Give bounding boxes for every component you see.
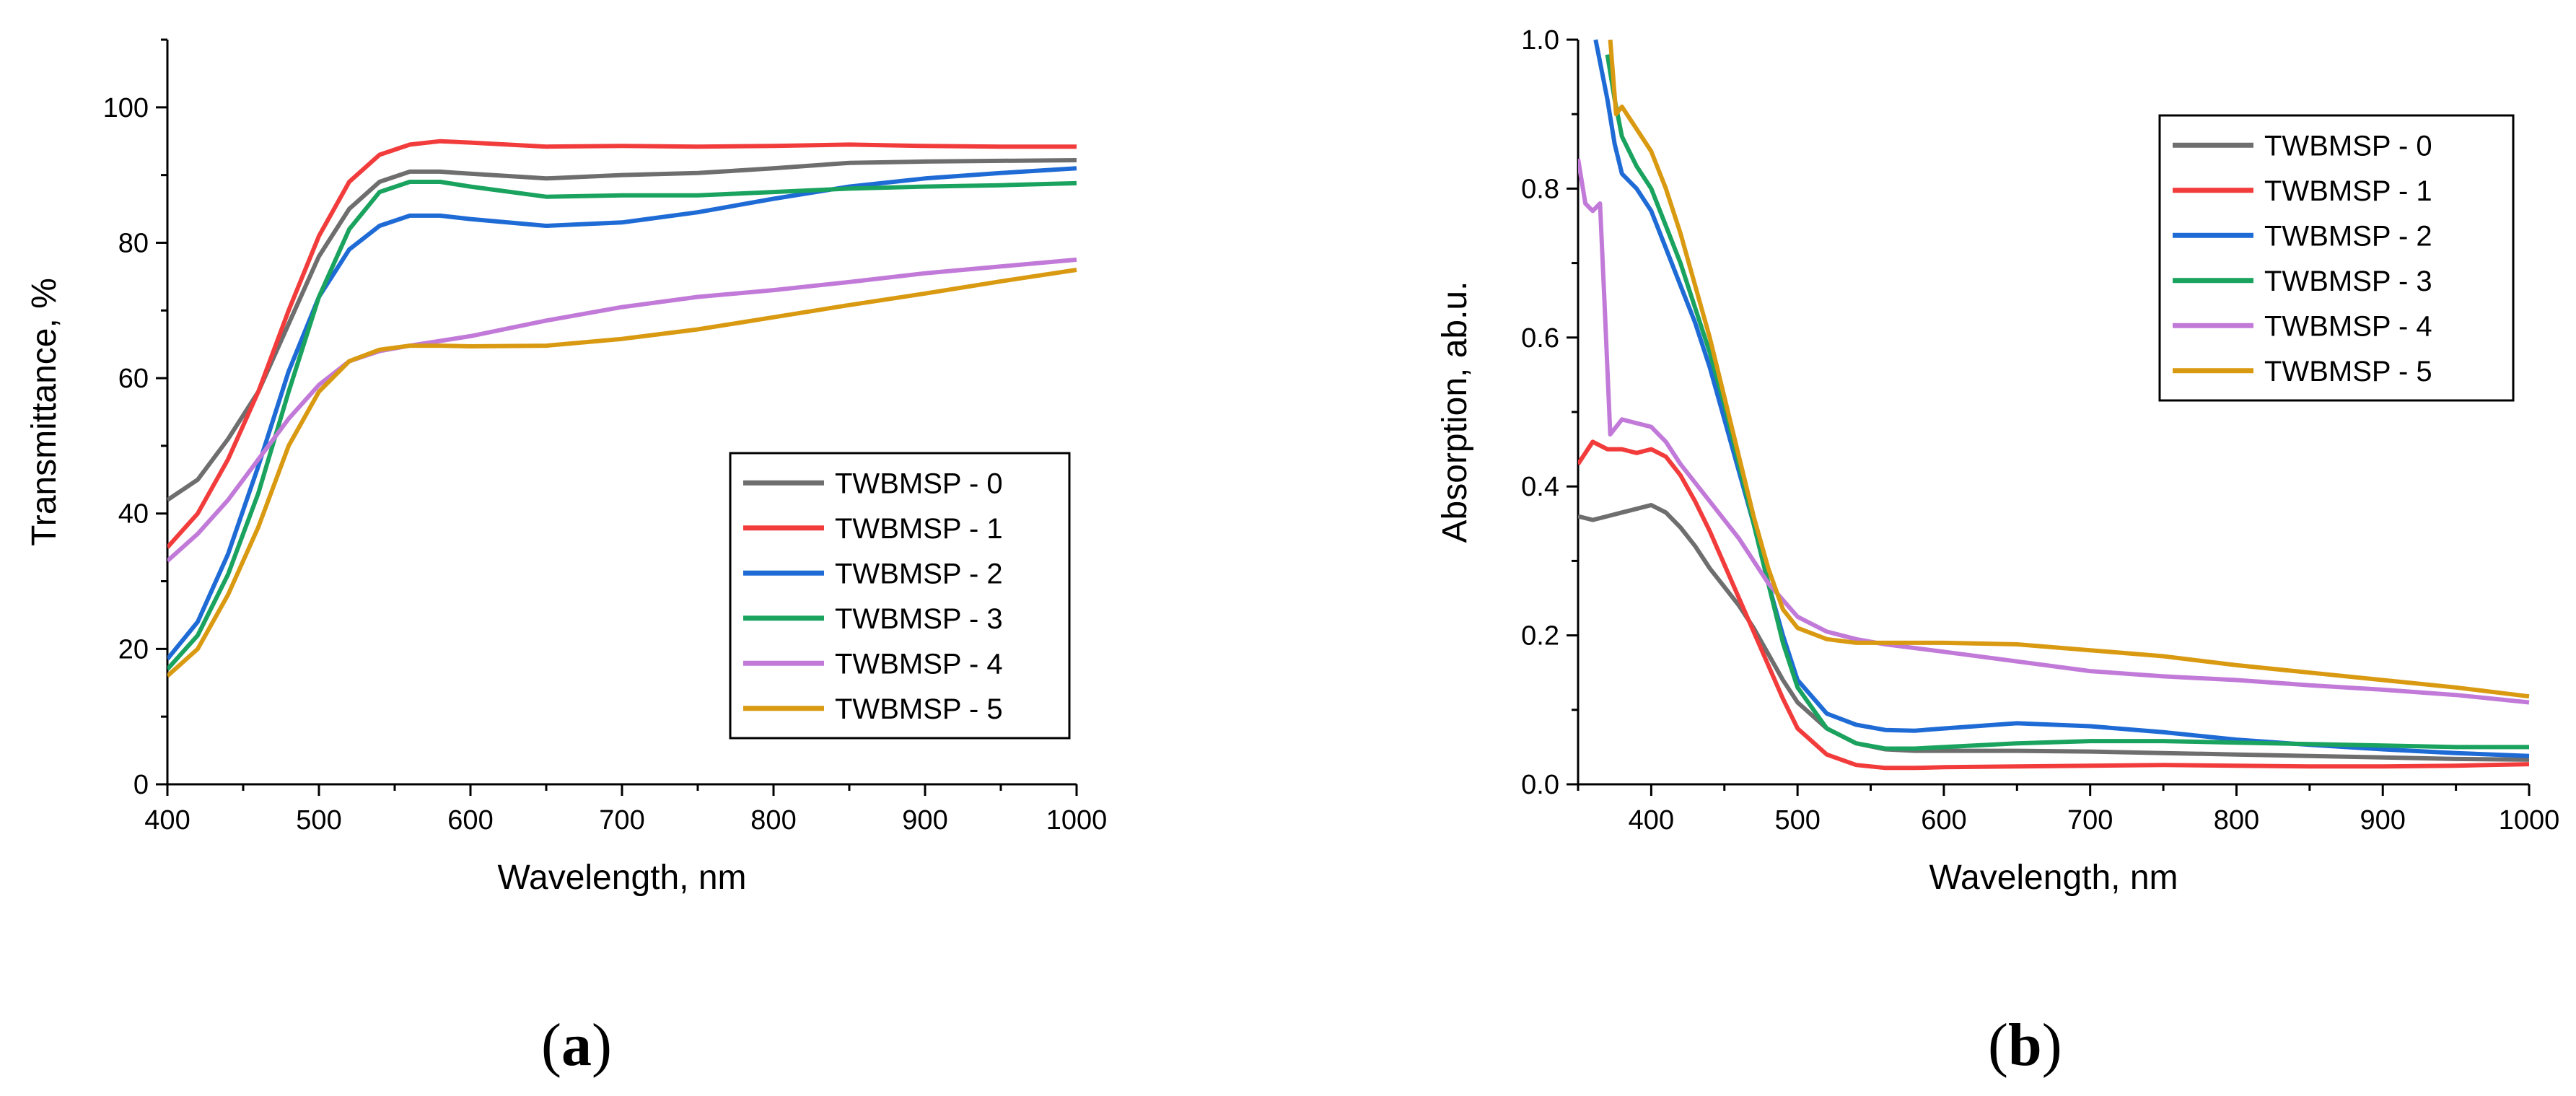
x-tick-label: 500 — [296, 805, 341, 836]
x-axis-label: Wavelength, nm — [497, 859, 746, 897]
x-tick-label: 600 — [1921, 805, 1966, 836]
y-tick-label: 60 — [118, 364, 149, 394]
y-tick-label: 100 — [103, 93, 149, 123]
legend-entry: TWBMSP - 5 — [835, 693, 1003, 725]
series-line-3 — [167, 180, 1077, 671]
series-line-4 — [1578, 158, 2530, 705]
x-tick-label: 400 — [144, 805, 190, 836]
panel-label-a: (a) — [541, 1012, 612, 1079]
series-line-0 — [1578, 503, 2530, 762]
y-tick-label: 0.0 — [1521, 770, 1559, 800]
legend-entry: TWBMSP - 4 — [2264, 310, 2432, 342]
legend-entry: TWBMSP - 1 — [2264, 175, 2432, 207]
y-tick-label: 20 — [118, 634, 149, 665]
legend-entry: TWBMSP - 2 — [835, 558, 1003, 589]
y-axis-label: Absorption, ab.u. — [1436, 281, 1474, 543]
series-line-5 — [167, 268, 1077, 678]
legend-entry: TWBMSP - 0 — [835, 468, 1003, 499]
y-tick-label: 1.0 — [1521, 25, 1559, 56]
y-tick-label: 0.6 — [1521, 323, 1559, 354]
legend-box — [2158, 114, 2515, 402]
x-tick-label: 900 — [2360, 805, 2406, 836]
y-tick-label: 0.4 — [1521, 472, 1559, 502]
legend: TWBMSP - 0 TWBMSP - 1 TWBMSP - 2 TWBMSP - 3… — [2158, 114, 2515, 402]
x-tick-label: 800 — [2214, 805, 2259, 836]
x-axis-label: Wavelength, nm — [1929, 859, 2178, 897]
legend-entry: TWBMSP - 3 — [2264, 266, 2432, 297]
panel-a-letter: a — [561, 1012, 592, 1079]
series-line-1 — [167, 139, 1077, 549]
y-tick-label: 0.2 — [1521, 621, 1559, 652]
x-tick-label: 500 — [1774, 805, 1820, 836]
chart-b: 400 500 600 700 800 900 1000 0.0 0.2 0.4 0.6 0.8 1.0… — [1436, 25, 2559, 897]
x-tick-label: 1000 — [2499, 805, 2560, 836]
panel-label-b: (b) — [1988, 1012, 2062, 1079]
x-tick-label: 400 — [1629, 805, 1674, 836]
y-tick-label: 0.8 — [1521, 174, 1559, 204]
legend-entry: TWBMSP - 3 — [835, 603, 1003, 635]
chart-a: 400 500 600 700 800 900 1000 0 20 40 60 80 100 Wavele… — [25, 38, 1108, 897]
x-tick-label: 1000 — [1046, 805, 1108, 836]
series-line-4 — [167, 257, 1077, 563]
legend-box — [729, 452, 1071, 740]
legend-entry: TWBMSP - 1 — [835, 513, 1003, 545]
legend: TWBMSP - 0 TWBMSP - 1 TWBMSP - 2 TWBMSP - 3… — [729, 452, 1071, 740]
y-tick-label: 80 — [118, 228, 149, 258]
x-tick-label: 700 — [2067, 805, 2113, 836]
y-tick-label: 0 — [133, 770, 149, 800]
x-tick-label: 600 — [447, 805, 493, 836]
legend-entry: TWBMSP - 2 — [2264, 220, 2432, 252]
x-tick-label: 900 — [902, 805, 947, 836]
panel-b-letter: b — [2007, 1012, 2042, 1079]
series-line-1 — [1578, 439, 2530, 771]
legend-entry: TWBMSP - 4 — [835, 648, 1003, 680]
x-tick-label: 800 — [750, 805, 796, 836]
legend-entry: TWBMSP - 5 — [2264, 356, 2432, 387]
x-tick-label: 700 — [599, 805, 644, 836]
y-axis-label: Transmittance, % — [25, 278, 63, 546]
legend-entry: TWBMSP - 0 — [2264, 130, 2432, 162]
series-line-5 — [1608, 39, 2530, 699]
y-tick-label: 40 — [118, 499, 149, 530]
series-line-3 — [1605, 54, 2529, 751]
